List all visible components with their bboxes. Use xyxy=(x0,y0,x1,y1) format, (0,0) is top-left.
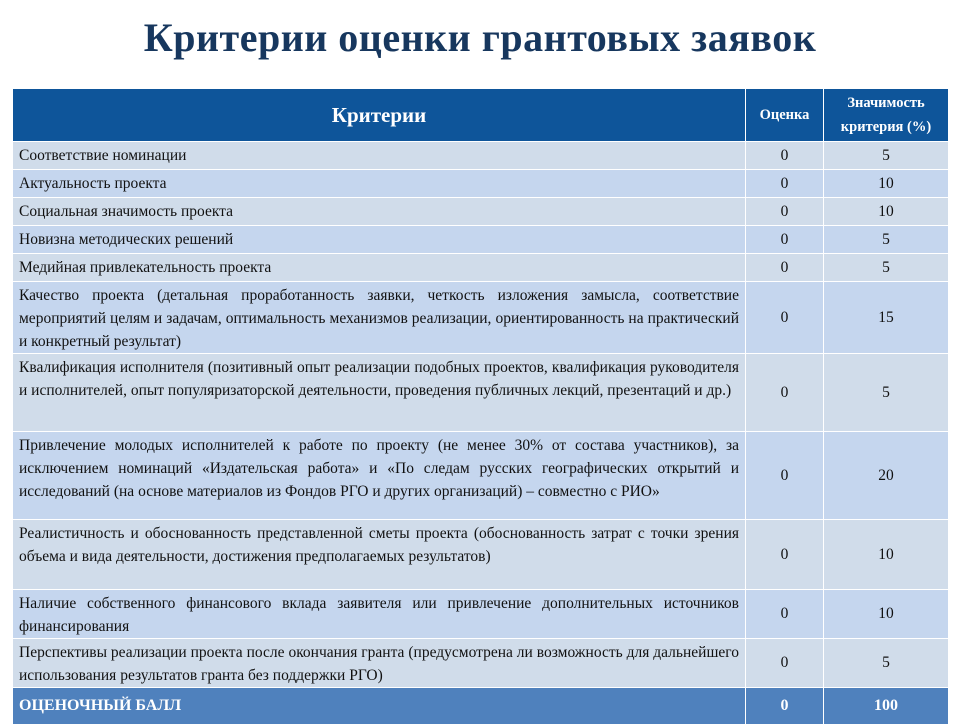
table-row: Соответствие номинации 0 5 xyxy=(12,141,949,170)
score-cell: 0 xyxy=(745,253,824,282)
weight-cell: 20 xyxy=(823,431,949,520)
criterion-cell: Социальная значимость проекта xyxy=(12,197,746,226)
table-row: Качество проекта (детальная проработанно… xyxy=(12,281,949,354)
weight-cell: 5 xyxy=(823,253,949,282)
weight-cell: 10 xyxy=(823,589,949,639)
criterion-cell: Наличие собственного финансового вклада … xyxy=(12,589,746,639)
table-row: Наличие собственного финансового вклада … xyxy=(12,589,949,639)
criterion-cell: Новизна методических решений xyxy=(12,225,746,254)
score-cell: 0 xyxy=(745,431,824,520)
criteria-table: Критерии Оценка Значимость критерия (%) … xyxy=(12,88,949,725)
header-weight: Значимость критерия (%) xyxy=(823,88,949,142)
score-cell: 0 xyxy=(745,197,824,226)
score-cell: 0 xyxy=(745,141,824,170)
score-cell: 0 xyxy=(745,169,824,198)
table-row: Привлечение молодых исполнителей к работ… xyxy=(12,431,949,520)
criterion-cell: Реалистичность и обоснованность представ… xyxy=(12,519,746,590)
criterion-cell: Квалификация исполнителя (позитивный опы… xyxy=(12,353,746,432)
header-score: Оценка xyxy=(745,88,824,142)
page-title: Критерии оценки грантовых заявок xyxy=(143,15,817,60)
weight-cell: 5 xyxy=(823,225,949,254)
table-row: Реалистичность и обоснованность представ… xyxy=(12,519,949,590)
score-cell: 0 xyxy=(745,519,824,590)
score-cell: 0 xyxy=(745,353,824,432)
table-header: Критерии Оценка Значимость критерия (%) xyxy=(12,88,949,142)
weight-cell: 5 xyxy=(823,638,949,688)
criterion-cell: Привлечение молодых исполнителей к работ… xyxy=(12,431,746,520)
weight-cell: 5 xyxy=(823,353,949,432)
total-score: 0 xyxy=(745,687,824,725)
table-row: Социальная значимость проекта 0 10 xyxy=(12,197,949,226)
weight-cell: 10 xyxy=(823,519,949,590)
table-row: Перспективы реализации проекта после око… xyxy=(12,638,949,688)
criterion-cell: Перспективы реализации проекта после око… xyxy=(12,638,746,688)
criterion-cell: Актуальность проекта xyxy=(12,169,746,198)
table-row: Новизна методических решений 0 5 xyxy=(12,225,949,254)
weight-cell: 10 xyxy=(823,169,949,198)
score-cell: 0 xyxy=(745,638,824,688)
table-row: Актуальность проекта 0 10 xyxy=(12,169,949,198)
weight-cell: 10 xyxy=(823,197,949,226)
weight-cell: 15 xyxy=(823,281,949,354)
score-cell: 0 xyxy=(745,225,824,254)
total-row: ОЦЕНОЧНЫЙ БАЛЛ 0 100 xyxy=(12,687,949,725)
table-row: Квалификация исполнителя (позитивный опы… xyxy=(12,353,949,432)
header-criteria: Критерии xyxy=(12,88,746,142)
score-cell: 0 xyxy=(745,281,824,354)
weight-cell: 5 xyxy=(823,141,949,170)
score-cell: 0 xyxy=(745,589,824,639)
criterion-cell: Качество проекта (детальная проработанно… xyxy=(12,281,746,354)
criterion-cell: Соответствие номинации xyxy=(12,141,746,170)
table-row: Медийная привлекательность проекта 0 5 xyxy=(12,253,949,282)
total-weight: 100 xyxy=(823,687,949,725)
total-label: ОЦЕНОЧНЫЙ БАЛЛ xyxy=(12,687,746,725)
criterion-cell: Медийная привлекательность проекта xyxy=(12,253,746,282)
